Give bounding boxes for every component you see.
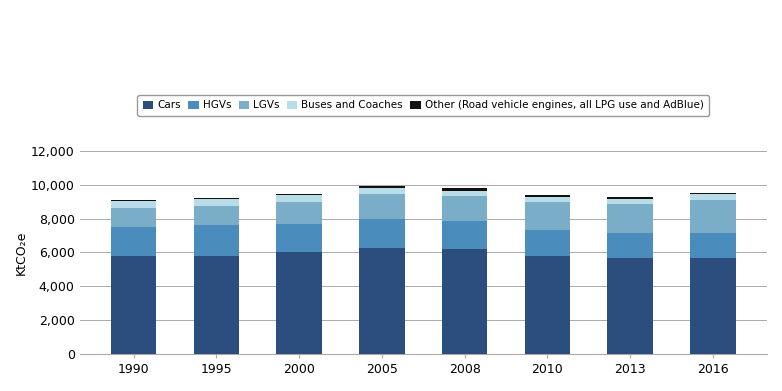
Bar bbox=[691, 199, 736, 233]
Bar bbox=[193, 225, 239, 256]
Y-axis label: KtCO₂e: KtCO₂e bbox=[15, 230, 28, 274]
Bar bbox=[442, 221, 487, 249]
Bar bbox=[608, 197, 653, 199]
Bar bbox=[525, 256, 570, 354]
Bar bbox=[608, 199, 653, 204]
Bar bbox=[442, 190, 487, 196]
Bar bbox=[111, 256, 156, 354]
Bar bbox=[276, 195, 322, 202]
Bar bbox=[442, 196, 487, 221]
Bar bbox=[276, 252, 322, 354]
Bar bbox=[691, 233, 736, 258]
Bar bbox=[276, 202, 322, 224]
Bar bbox=[442, 249, 487, 354]
Bar bbox=[193, 199, 239, 206]
Bar bbox=[111, 208, 156, 226]
Bar bbox=[193, 256, 239, 354]
Bar bbox=[525, 196, 570, 197]
Bar bbox=[359, 188, 404, 194]
Bar bbox=[442, 188, 487, 190]
Bar bbox=[359, 194, 404, 219]
Bar bbox=[359, 187, 404, 188]
Bar bbox=[608, 258, 653, 354]
Bar bbox=[193, 206, 239, 225]
Bar bbox=[111, 201, 156, 208]
Bar bbox=[359, 219, 404, 248]
Bar bbox=[525, 197, 570, 202]
Bar bbox=[525, 202, 570, 230]
Bar bbox=[525, 230, 570, 256]
Bar bbox=[359, 248, 404, 354]
Bar bbox=[691, 258, 736, 354]
Bar bbox=[111, 226, 156, 256]
Bar bbox=[111, 200, 156, 201]
Bar bbox=[276, 194, 322, 195]
Bar bbox=[276, 224, 322, 252]
Bar bbox=[691, 194, 736, 199]
Legend: Cars, HGVs, LGVs, Buses and Coaches, Other (Road vehicle engines, all LPG use an: Cars, HGVs, LGVs, Buses and Coaches, Oth… bbox=[138, 95, 709, 116]
Bar bbox=[608, 204, 653, 233]
Bar bbox=[608, 233, 653, 258]
Bar bbox=[691, 193, 736, 194]
Bar bbox=[193, 198, 239, 199]
